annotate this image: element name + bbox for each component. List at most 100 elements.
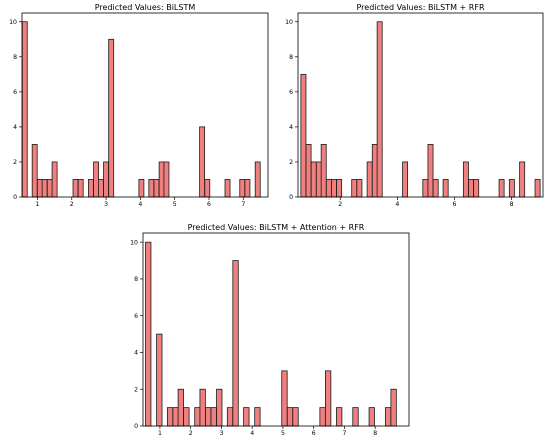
histogram-bar [216,388,223,427]
x-tick-label: 3 [219,430,223,437]
histogram-bar [462,161,469,198]
histogram-bar [148,179,155,198]
histogram-bar [224,179,231,198]
histogram-bar [158,161,165,198]
x-tick-label: 8 [373,430,377,437]
histogram-bar [31,144,38,198]
histogram-bar [156,333,163,427]
histogram-bar [21,21,28,198]
histogram-bar [77,179,84,198]
histogram-bar [351,179,358,198]
histogram-bar [325,370,332,427]
y-tick-label: 8 [134,276,138,283]
histogram-bar [199,126,206,198]
histogram-bar [172,407,179,427]
y-tick-label: 4 [13,124,17,131]
histogram-bar [41,179,48,198]
histogram-bar [166,407,174,427]
histogram-bar [205,407,212,427]
histogram-bar [422,179,429,198]
chart-bilstm-rfr: Predicted Values: BiLSTM + RFR 2 4 6 8 0 2 4 6 8 1… [285,3,544,208]
histogram-bar [281,370,288,427]
y-tick-label: 2 [134,386,138,393]
histogram-bar [88,179,94,198]
histogram-bar [305,144,312,198]
y-tick-label: 8 [289,54,293,61]
histogram-bar [442,179,449,198]
chart-title: Predicted Values: BiLSTM [95,3,196,12]
y-tick-label: 10 [130,239,138,246]
histogram-bar [51,161,58,198]
x-tick-label: 2 [189,430,193,437]
x-tick-label: 8 [510,201,514,208]
x-tick-label: 6 [453,201,457,208]
histogram-bar [310,161,317,198]
chart-title: Predicted Values: BiLSTM + Attention + R… [188,223,365,232]
histogram-bar [368,407,375,427]
y-tick-label: 2 [13,159,17,166]
chart-bilstm: Predicted Values: BiLSTM 1 2 3 4 5 6 7 0 2 4 6 8 10 [9,3,269,208]
histogram-bar [331,179,337,198]
histogram-bar [468,179,474,198]
histogram-bar [153,179,160,198]
histogram-bar [232,260,239,427]
y-tick-label: 2 [289,159,293,166]
histogram-bar [352,407,359,427]
histogram-bar [98,179,104,198]
x-tick-label: 7 [241,201,245,208]
x-tick-label: 5 [173,201,177,208]
y-tick-label: 6 [134,313,138,320]
x-tick-label: 2 [70,201,74,208]
histogram-bar [93,161,100,198]
histogram-bar [390,388,397,427]
histogram-bar [244,179,251,198]
histogram-bar [320,144,327,198]
histogram-bar [473,179,480,198]
histogram-bar [371,144,378,198]
x-tick-label: 7 [342,430,346,437]
histogram-bar [254,161,261,198]
plot-frame [297,12,544,198]
y-tick-label: 4 [134,350,138,357]
histogram-bar [210,407,217,427]
histogram-bar [402,161,409,198]
y-tick-label: 10 [9,19,17,26]
histogram-bar [254,407,261,427]
x-tick-label: 4 [250,430,254,437]
x-tick-label: 6 [312,430,316,437]
histogram-bar [300,73,307,198]
histogram-bar [145,241,152,427]
x-tick-label: 3 [104,201,108,208]
histogram-bar [243,407,250,427]
y-tick-label: 0 [289,194,293,201]
histogram-bar [103,161,109,198]
histogram-bar [432,179,439,198]
x-tick-label: 4 [138,201,142,208]
histogram-bar [292,407,299,427]
histogram-bar [163,161,170,198]
histogram-bar [356,179,363,198]
x-tick-label: 4 [395,201,399,208]
plot-frame [21,12,269,198]
histogram-bar [508,179,515,198]
histogram-bar [319,407,326,427]
histogram-bar [315,161,322,198]
histogram-bar [498,179,505,198]
histogram-bar [534,179,541,198]
x-tick-label: 2 [338,201,342,208]
x-tick-label: 5 [281,430,285,437]
y-tick-label: 6 [289,89,293,96]
histogram-bar [36,179,43,198]
histogram-bar [199,388,206,427]
y-tick-label: 8 [13,54,17,61]
histogram-bar [72,179,79,198]
histogram-bar [286,407,294,427]
histogram-bar [46,179,53,198]
histogram-bar [336,179,343,198]
histogram-bar [427,144,434,198]
histogram-bar [204,179,211,198]
y-tick-label: 6 [13,89,17,96]
histogram-bar [366,161,373,198]
histogram-bar [183,407,190,427]
y-tick-label: 0 [134,423,138,430]
